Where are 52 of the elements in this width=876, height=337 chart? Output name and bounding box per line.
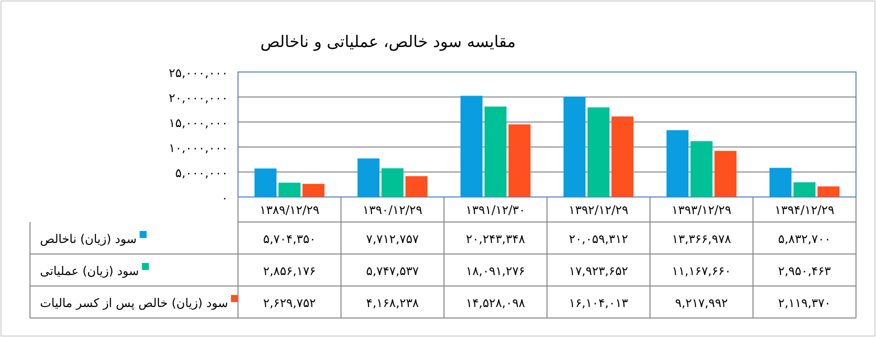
y-tick-label: ۱۰,۰۰۰,۰۰۰ bbox=[168, 141, 228, 155]
data-label: ۵,۸۳۲,۷۰۰ bbox=[778, 232, 831, 246]
data-label: ۱۳,۳۶۶,۹۷۸ bbox=[672, 232, 732, 246]
data-label: ۲۰,۰۵۹,۳۱۲ bbox=[568, 232, 628, 246]
bar bbox=[794, 182, 816, 197]
x-tick-label: ۱۳۹۳/۱۲/۲۹ bbox=[672, 203, 732, 217]
bar bbox=[666, 130, 688, 197]
bar bbox=[714, 150, 736, 197]
y-tick-label: ۰ bbox=[222, 191, 228, 205]
legend-label: سود (زیان) عملیاتی bbox=[40, 264, 139, 278]
x-tick-label: ۱۳۹۴/۱۲/۲۹ bbox=[774, 203, 834, 217]
data-label: ۲,۱۱۹,۳۷۰ bbox=[778, 296, 831, 310]
bar bbox=[508, 124, 530, 197]
bar bbox=[588, 107, 610, 197]
bar bbox=[612, 116, 634, 197]
bar bbox=[302, 184, 324, 197]
bar bbox=[818, 186, 840, 197]
data-label: ۱۶,۱۰۴,۰۱۳ bbox=[568, 296, 629, 310]
data-label: ۵,۷۴۷,۵۳۷ bbox=[366, 264, 420, 278]
bar bbox=[358, 158, 380, 197]
legend-label: سود (زیان) ناخالص bbox=[40, 232, 137, 246]
data-label: ۲,۸۵۶,۱۷۶ bbox=[263, 264, 316, 278]
bar bbox=[254, 168, 276, 197]
data-label: ۱۱,۱۶۷,۶۶۰ bbox=[672, 264, 732, 278]
bar bbox=[382, 168, 404, 197]
bar bbox=[406, 176, 428, 197]
data-label: ۱۸,۰۹۱,۲۷۶ bbox=[466, 264, 526, 278]
data-label: ۷,۷۱۲,۷۵۷ bbox=[366, 232, 420, 246]
data-label: ۲,۶۲۹,۷۵۲ bbox=[263, 296, 316, 310]
x-tick-label: ۱۳۸۹/۱۲/۲۹ bbox=[260, 203, 320, 217]
legend-label: سود (زیان) خالص پس از کسر مالیات bbox=[40, 296, 228, 310]
x-tick-label: ۱۳۹۲/۱۲/۲۹ bbox=[568, 203, 628, 217]
x-tick-label: ۱۳۹۰/۱۲/۲۹ bbox=[362, 203, 422, 217]
data-label: ۴,۱۶۸,۲۳۸ bbox=[366, 296, 420, 310]
x-tick-label: ۱۳۹۱/۱۲/۳۰ bbox=[466, 203, 526, 217]
bar bbox=[770, 168, 792, 197]
data-label: ۲۰,۲۴۳,۳۴۸ bbox=[466, 232, 526, 246]
data-label: ۵,۷۰۴,۳۵۰ bbox=[263, 232, 316, 246]
bar bbox=[460, 96, 482, 197]
y-tick-label: ۲۰,۰۰۰,۰۰۰ bbox=[168, 91, 228, 105]
y-tick-label: ۵,۰۰۰,۰۰۰ bbox=[175, 166, 228, 180]
data-label: ۹,۲۱۷,۹۹۲ bbox=[675, 296, 728, 310]
bar bbox=[564, 96, 586, 197]
y-tick-label: ۲۵,۰۰۰,۰۰۰ bbox=[168, 66, 228, 80]
bar bbox=[484, 106, 506, 197]
data-label: ۱۴,۵۲۸,۰۹۸ bbox=[466, 296, 526, 310]
bar bbox=[690, 141, 712, 197]
chart-title: مقایسه سود خالص، عملیاتی و ناخالص bbox=[260, 32, 516, 51]
bar bbox=[278, 182, 300, 197]
data-label: ۲,۹۵۰,۴۶۳ bbox=[778, 264, 832, 278]
y-tick-label: ۱۵,۰۰۰,۰۰۰ bbox=[168, 116, 228, 130]
data-label: ۱۷,۹۲۳,۶۵۲ bbox=[568, 264, 628, 278]
